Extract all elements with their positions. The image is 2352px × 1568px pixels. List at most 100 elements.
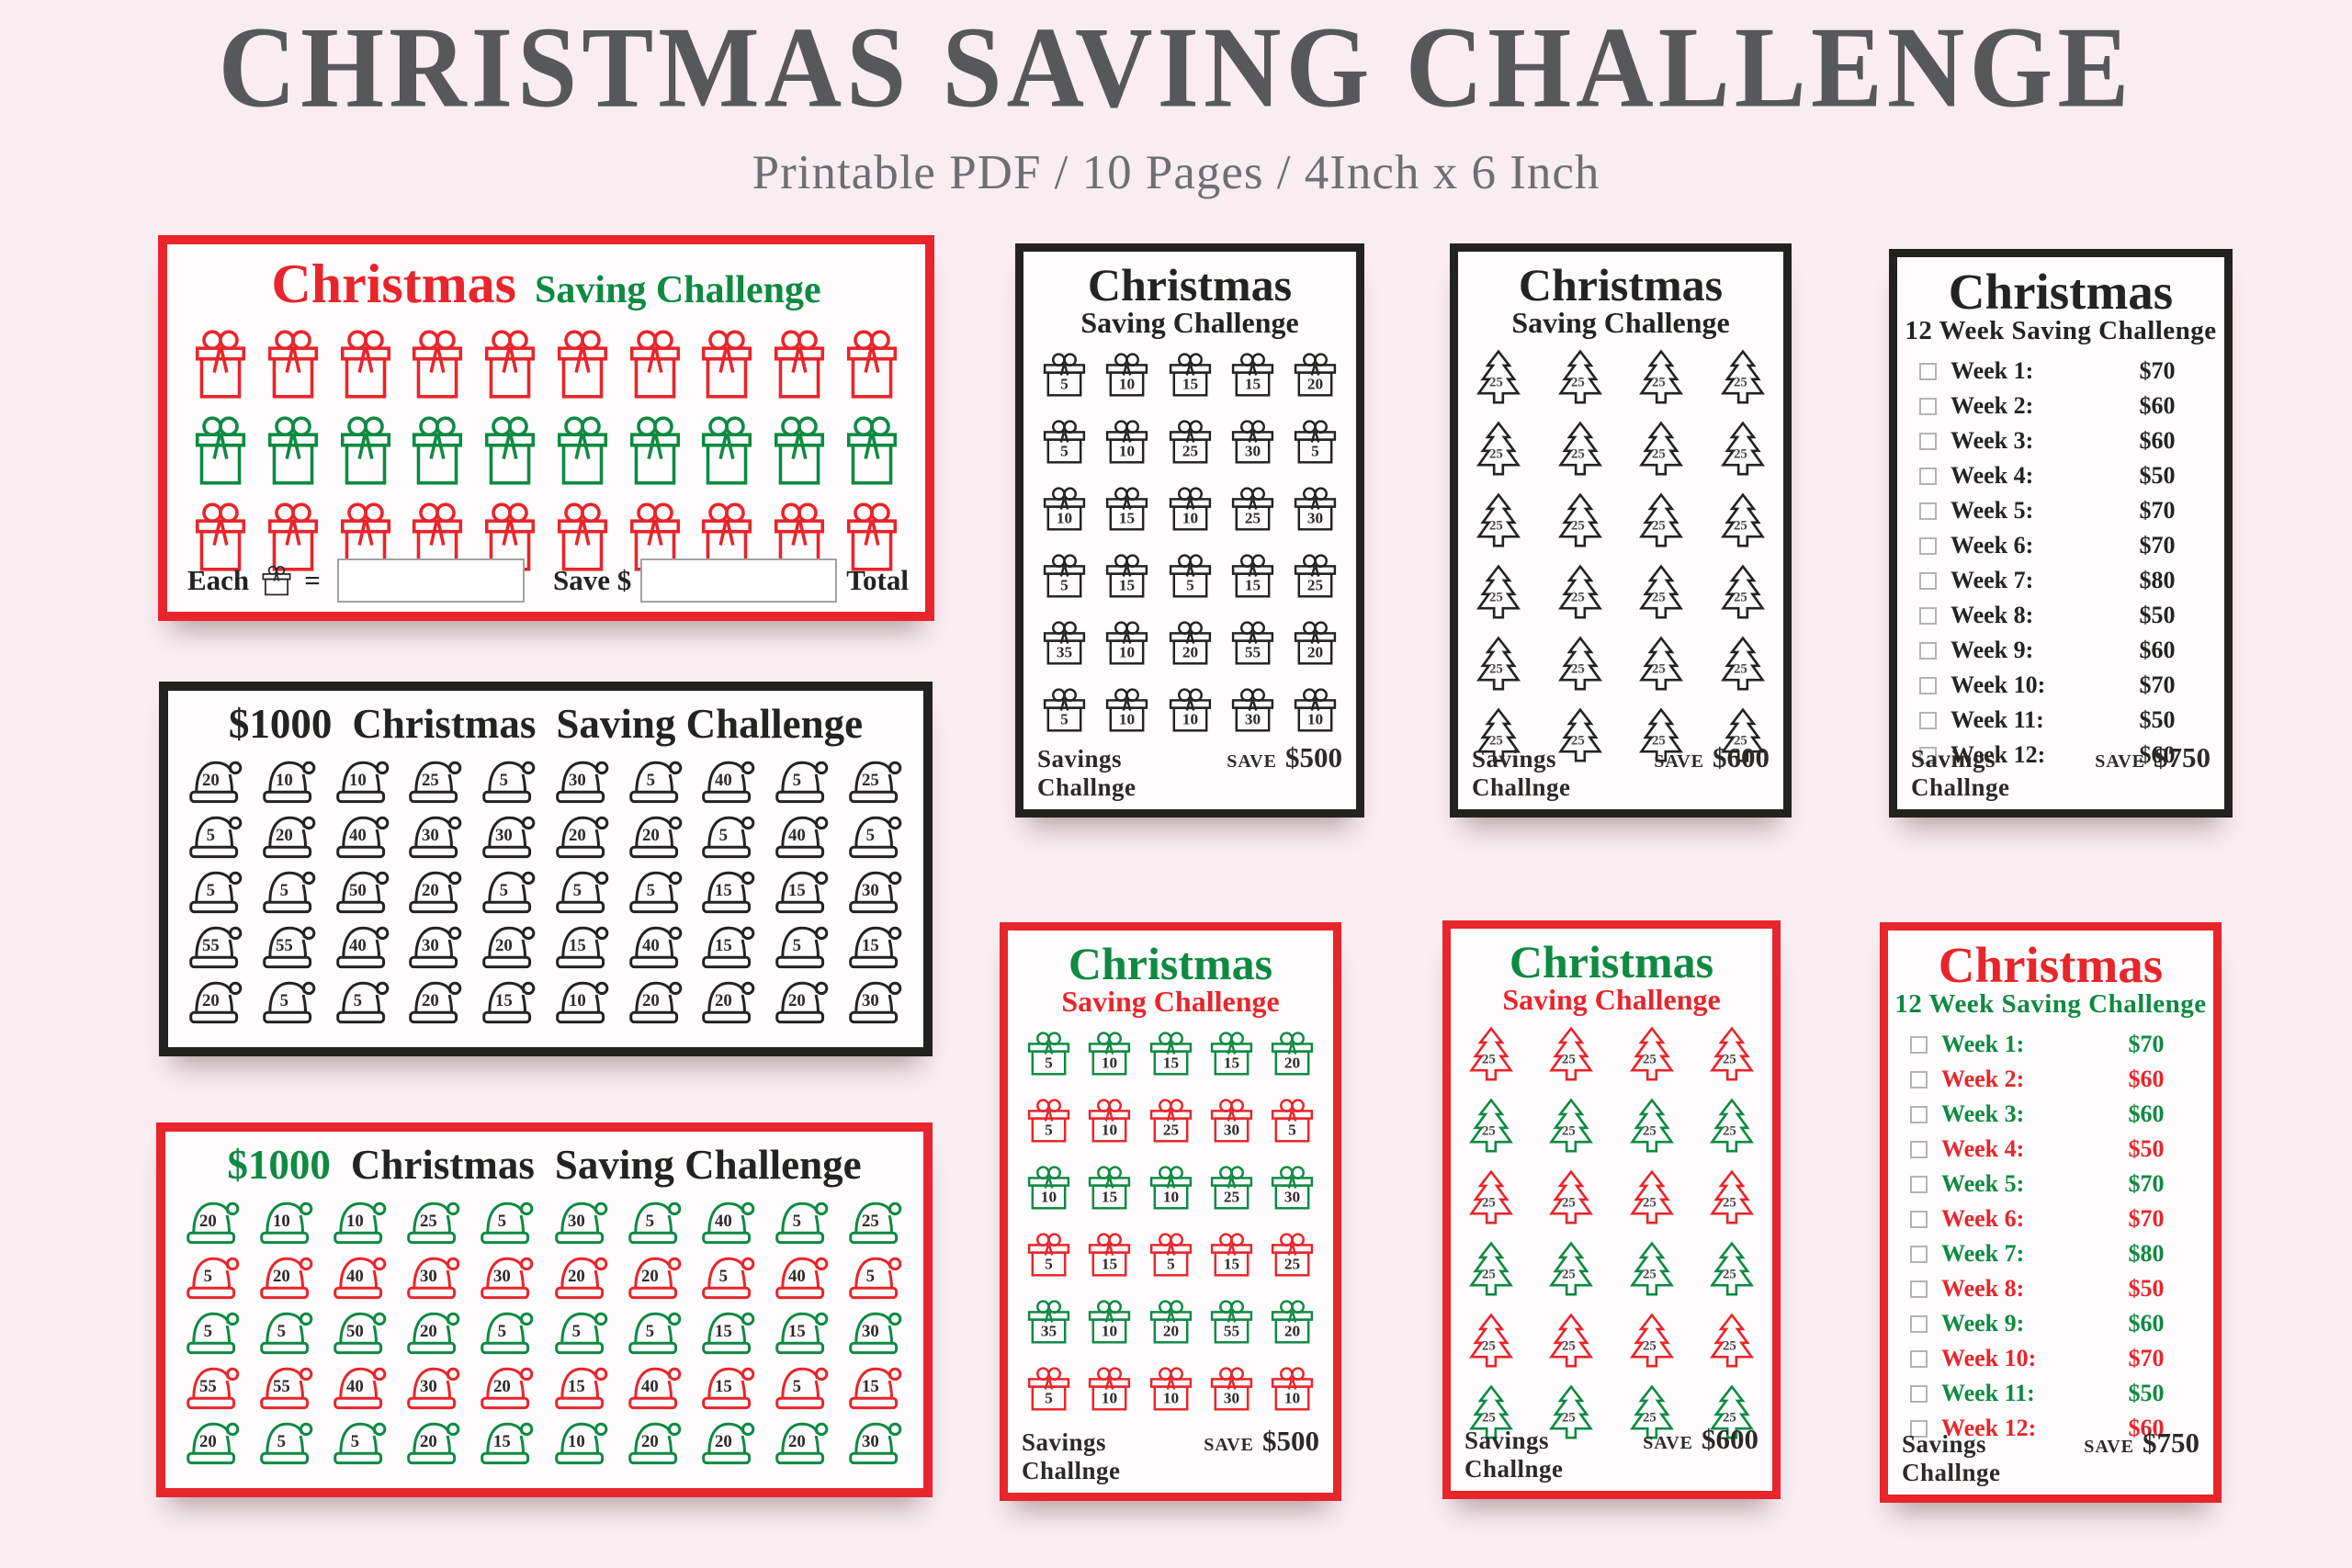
card-amount: $1000 [227,1142,331,1188]
svg-text:15: 15 [1119,509,1135,526]
card-title: Christmas [271,254,517,314]
santa-hat-icon: 5 [184,1308,243,1357]
svg-text:30: 30 [862,1432,879,1451]
santa-hat-icon: 30 [406,812,465,861]
card-footer: Savings Challnge SAVE $750 [1902,1427,2199,1487]
tree-icon: 25 [1717,706,1769,766]
santa-hat-icon: 5 [331,1418,390,1467]
svg-text:15: 15 [1245,375,1261,392]
svg-text:20: 20 [715,991,732,1010]
week-checkbox[interactable] [1910,1140,1928,1158]
svg-text:15: 15 [1102,1188,1117,1205]
svg-text:15: 15 [862,936,879,955]
week-checkbox[interactable] [1910,1035,1928,1054]
svg-text:25: 25 [1489,446,1503,461]
week-label: Week 4: [1951,462,2034,489]
svg-text:30: 30 [422,826,439,845]
tree-icon-row: 25 25 25 25 [1465,1312,1758,1371]
svg-text:10: 10 [276,771,293,790]
santa-hat-icon: 5 [478,1308,537,1357]
santa-hat-icon: 20 [626,1253,684,1302]
svg-text:20: 20 [1182,643,1197,660]
week-checkbox[interactable] [1910,1314,1928,1333]
week-amount: $70 [2139,532,2176,558]
week-checkbox[interactable] [1919,432,1937,450]
week-checkbox[interactable] [1910,1105,1928,1123]
gift-icon-row [189,500,903,573]
week-row: Week 6: $70 [1910,1201,2200,1236]
tree-icon: 25 [1545,1097,1597,1156]
svg-text:5: 5 [1045,1054,1053,1071]
gift-icon-row: 5 10 10 30 10 [1024,1366,1317,1413]
week-checkbox[interactable] [1910,1175,1928,1193]
total-label: Total [846,564,909,596]
week-label: Week 3: [1941,1100,2025,1127]
week-label: Week 10: [1941,1345,2037,1371]
week-checkbox[interactable] [1919,676,1937,694]
week-checkbox[interactable] [1919,746,1937,764]
santa-hat-icon: 25 [846,1198,905,1247]
gift-icon: 10 [1085,1031,1134,1077]
gift-icon: 5 [1040,687,1089,734]
week-checkbox[interactable] [1910,1419,1928,1438]
save-amount-input[interactable] [640,558,838,603]
svg-text:55: 55 [202,936,220,955]
santa-hat-icon-row: 55 55 40 30 20 15 40 15 5 15 [184,1363,905,1412]
santa-hat-icon: 40 [331,1253,390,1302]
week-checkbox[interactable] [1919,536,1937,555]
week-label: Week 12: [1951,741,2046,768]
tree-icon: 25 [1717,563,1769,623]
gift-icon: 30 [1207,1098,1256,1145]
week-checkbox[interactable] [1910,1349,1928,1368]
week-checkbox[interactable] [1919,711,1937,729]
svg-text:40: 40 [346,1377,364,1396]
svg-text:15: 15 [567,1377,584,1396]
week-checkbox[interactable] [1919,641,1937,660]
week-row: Week 9: $60 [1910,1306,2200,1341]
page-title: CHRISTMAS SAVING CHALLENGE [218,4,2134,132]
week-checkbox[interactable] [1910,1210,1928,1228]
svg-text:20: 20 [788,1432,806,1451]
svg-text:25: 25 [862,771,879,790]
svg-text:30: 30 [420,1377,437,1396]
svg-text:15: 15 [788,881,806,900]
card-title: Christmas [1948,264,2174,320]
week-checkbox[interactable] [1910,1070,1928,1089]
svg-text:30: 30 [1245,442,1261,459]
equals-label: = [304,564,321,596]
gift-icon: 10 [1085,1366,1134,1413]
week-label: Week 9: [1941,1310,2025,1337]
svg-text:25: 25 [1489,661,1503,676]
svg-text:20: 20 [202,771,220,790]
week-label: Week 4: [1941,1135,2025,1162]
week-checkbox[interactable] [1919,571,1937,590]
week-checkbox[interactable] [1910,1245,1928,1263]
card-title: Christmas [350,1142,535,1188]
week-checkbox[interactable] [1919,397,1937,415]
card-header: Christmas Saving Challenge [1458,262,1783,339]
santa-hat-icon: 15 [773,1308,831,1357]
week-checkbox[interactable] [1919,502,1937,520]
santa-hat-icon: 5 [184,1253,243,1302]
svg-text:25: 25 [1482,1267,1496,1281]
week-checkbox[interactable] [1919,362,1937,380]
week-label: Week 7: [1941,1240,2025,1267]
week-row: Week 5: $70 [1910,1167,2200,1201]
gift-icon [189,413,252,487]
santa-hat-icon: 50 [334,867,392,916]
gift-icon: 5 [1291,419,1340,466]
week-row: Week 10: $70 [1919,668,2211,703]
svg-text:50: 50 [346,1322,364,1341]
each-amount-input[interactable] [336,558,525,603]
week-checkbox[interactable] [1919,606,1937,625]
week-checkbox[interactable] [1919,467,1937,485]
week-checkbox[interactable] [1910,1280,1928,1298]
week-amount: $70 [2128,1205,2165,1232]
week-checkbox[interactable] [1910,1384,1928,1403]
card-title: Christmas [1068,938,1273,989]
svg-text:25: 25 [1489,518,1503,533]
svg-text:20: 20 [567,1267,584,1286]
santa-hat-icon: 15 [699,867,758,916]
santa-hat-icon-row: 55 55 40 30 20 15 40 15 5 15 [187,922,905,971]
card-footer: Savings Challnge SAVE $600 [1472,741,1770,802]
